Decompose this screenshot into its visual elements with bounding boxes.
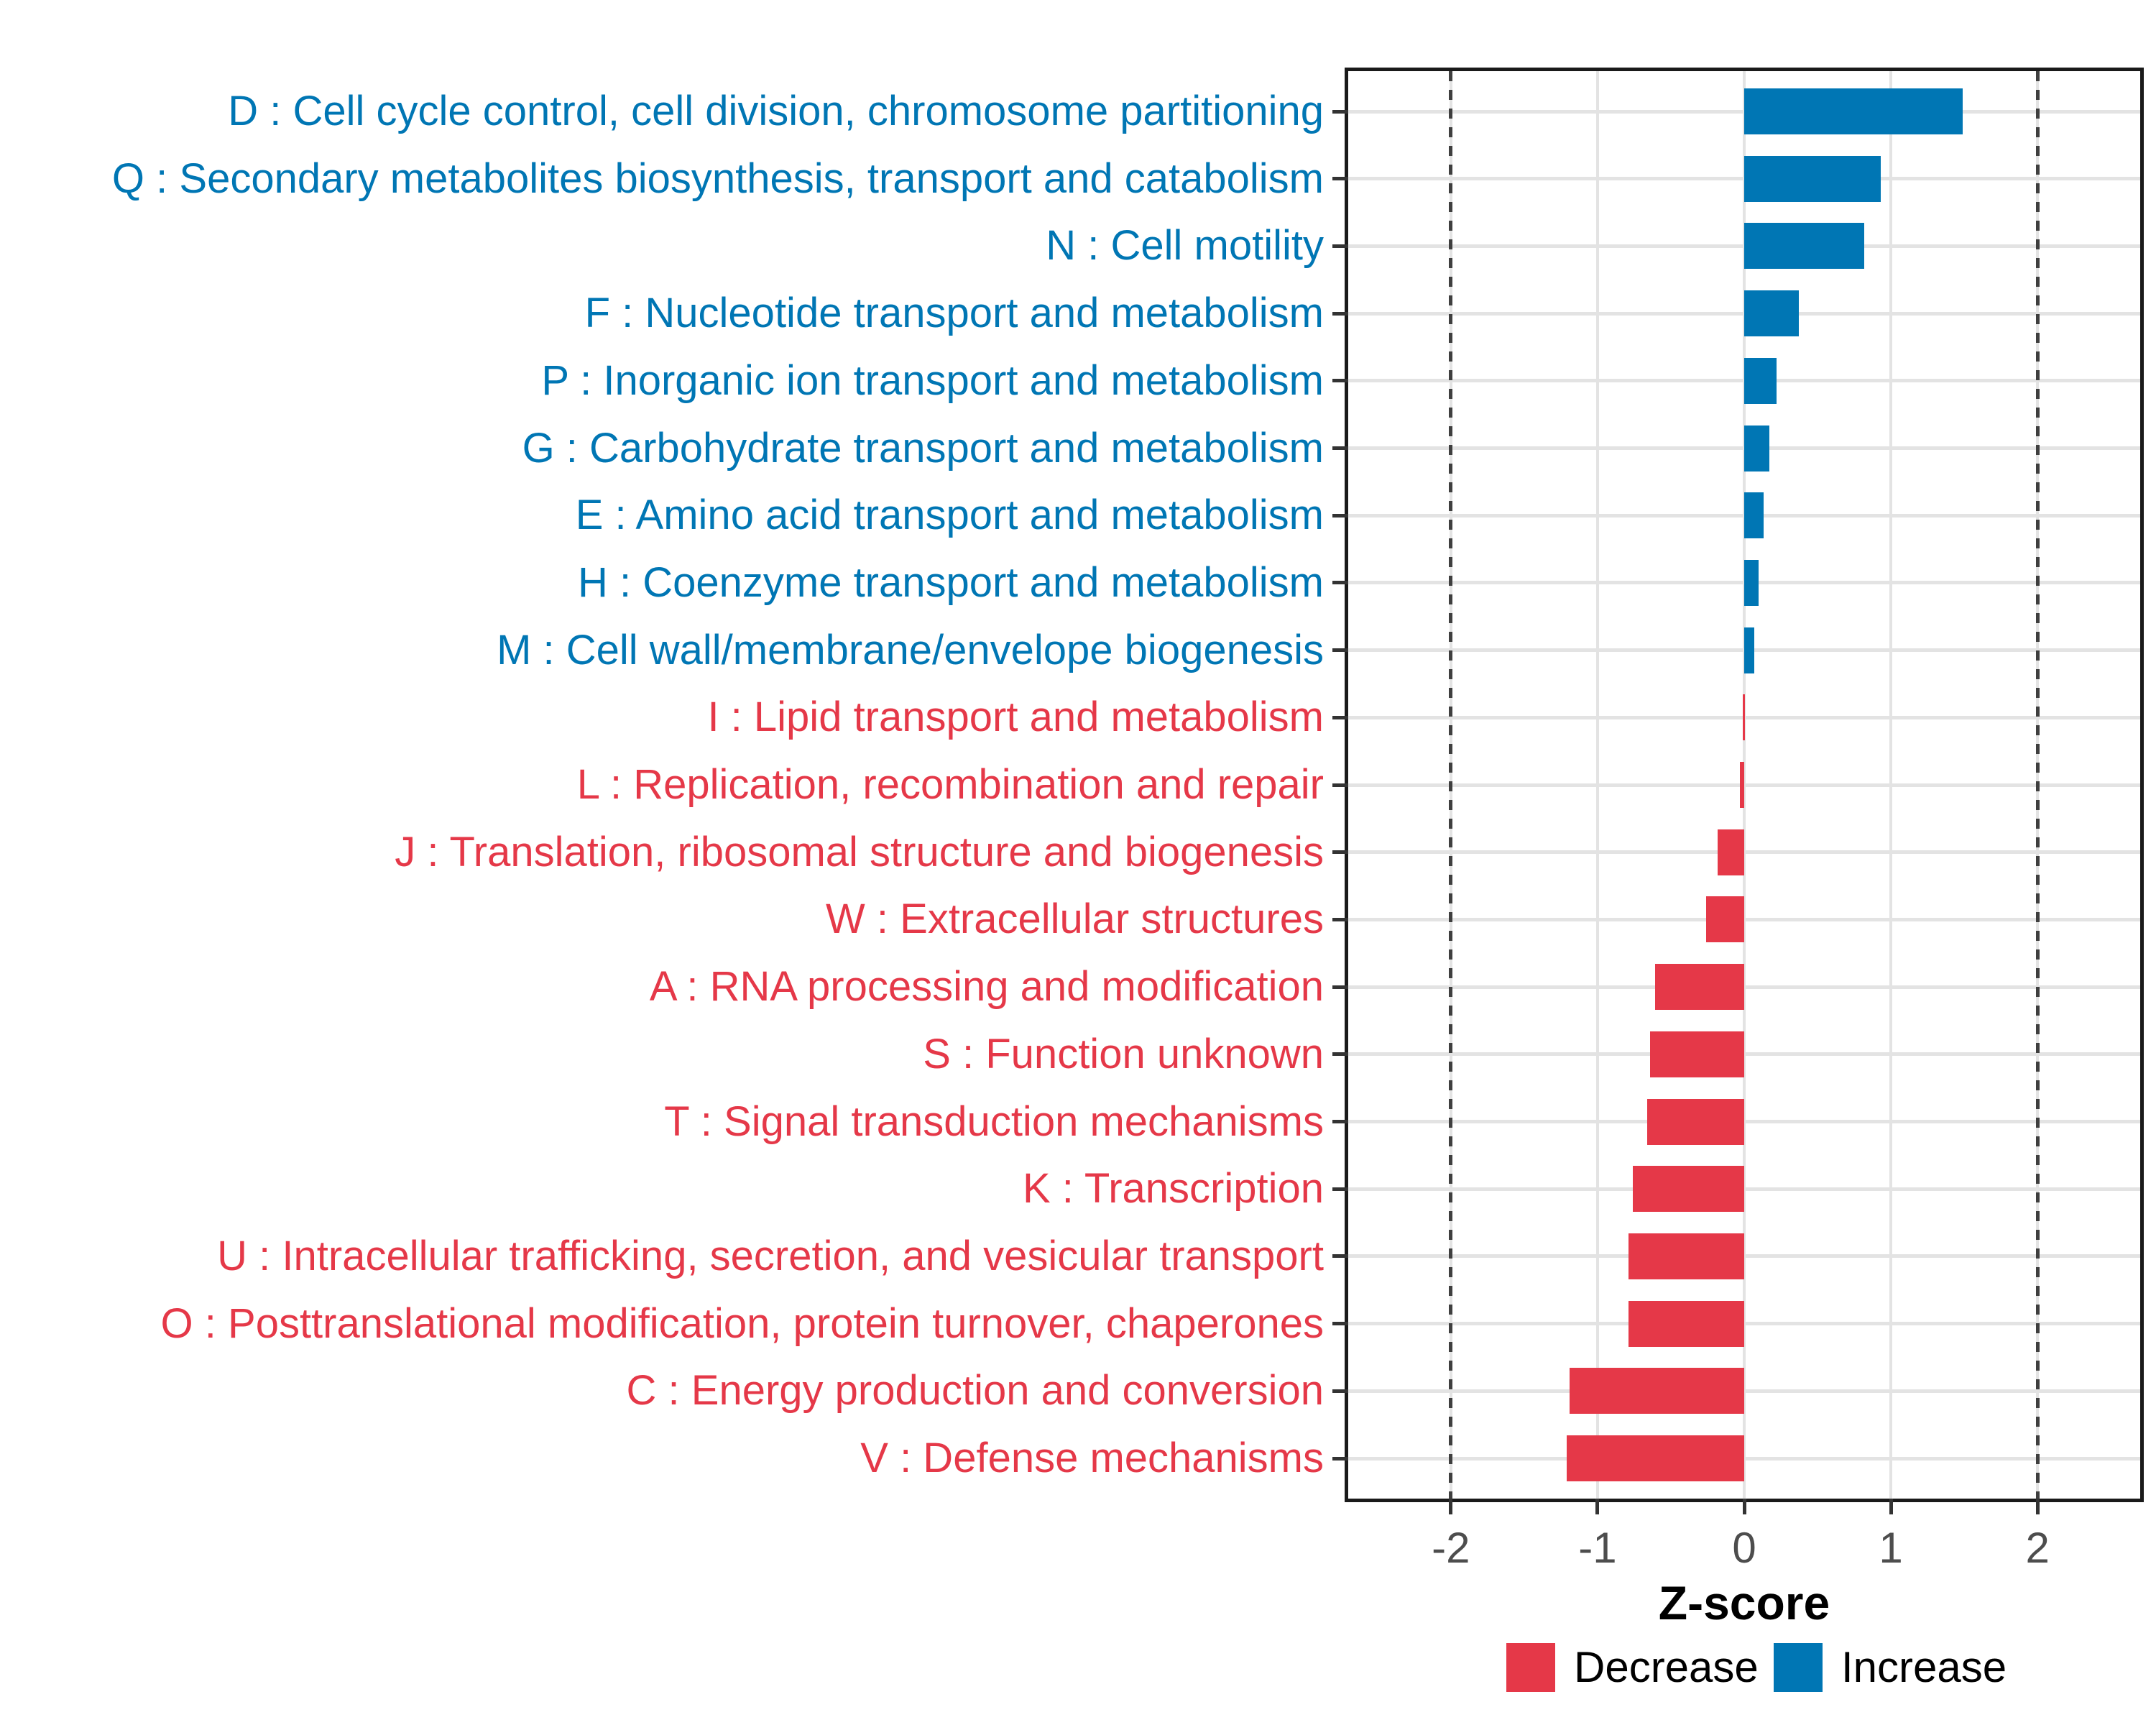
x-tick-label--2: -2 (1432, 1524, 1470, 1572)
legend-label-decrease: Decrease (1574, 1643, 1759, 1691)
y-label-F: F : Nucleotide transport and metabolism (584, 290, 1324, 337)
y-tick-V (1332, 1456, 1348, 1460)
y-tick-G (1332, 446, 1348, 450)
bar-O (1628, 1300, 1744, 1347)
y-tick-S (1332, 1052, 1348, 1057)
bar-A (1654, 964, 1744, 1011)
y-label-O: O : Posttranslational modification, prot… (160, 1300, 1324, 1347)
y-label-V: V : Defense mechanisms (860, 1435, 1324, 1481)
bar-L (1739, 762, 1744, 808)
x-tick-1 (1889, 1499, 1893, 1514)
y-label-H: H : Coenzyme transport and metabolism (578, 558, 1324, 606)
bar-E (1744, 492, 1764, 539)
y-tick-D (1332, 109, 1348, 114)
bar-C (1570, 1368, 1744, 1414)
y-label-P: P : Inorganic ion transport and metaboli… (541, 356, 1324, 404)
bar-D (1744, 88, 1963, 134)
bar-G (1744, 425, 1769, 472)
y-label-J: J : Translation, ribosomal structure and… (395, 828, 1324, 875)
y-label-D: D : Cell cycle control, cell division, c… (228, 88, 1324, 134)
bar-U (1628, 1233, 1744, 1279)
plot-panel (1345, 68, 2144, 1502)
x-tick--2 (1449, 1499, 1453, 1514)
y-tick-I (1332, 715, 1348, 719)
y-tick-M (1332, 648, 1348, 653)
bar-P (1744, 357, 1777, 404)
gridline-vertical-0 (1743, 71, 1746, 1499)
y-label-Q: Q : Secondary metabolites biosynthesis, … (111, 155, 1324, 202)
gridline-vertical-1 (1889, 71, 1893, 1499)
legend-key-decrease (1506, 1643, 1555, 1692)
y-tick-K (1332, 1187, 1348, 1191)
y-tick-N (1332, 244, 1348, 248)
y-tick-O (1332, 1322, 1348, 1326)
x-tick-2 (2035, 1499, 2040, 1514)
legend-label-increase: Increase (1841, 1643, 2007, 1691)
x-tick--1 (1595, 1499, 1600, 1514)
bar-N (1744, 223, 1865, 270)
y-label-L: L : Replication, recombination and repai… (576, 761, 1324, 808)
gridline-vertical--1 (1595, 71, 1599, 1499)
y-tick-U (1332, 1254, 1348, 1259)
bar-S (1650, 1031, 1744, 1077)
y-tick-P (1332, 379, 1348, 383)
y-label-N: N : Cell motility (1046, 222, 1324, 270)
y-tick-F (1332, 311, 1348, 316)
y-label-U: U : Intracellular trafficking, secretion… (217, 1232, 1324, 1279)
y-tick-J (1332, 850, 1348, 855)
y-tick-E (1332, 513, 1348, 518)
bar-J (1718, 829, 1744, 875)
y-label-S: S : Function unknown (923, 1030, 1324, 1077)
y-label-E: E : Amino acid transport and metabolism (575, 492, 1324, 539)
y-tick-C (1332, 1389, 1348, 1393)
x-tick-label--1: -1 (1578, 1524, 1617, 1572)
y-label-M: M : Cell wall/membrane/envelope biogenes… (497, 626, 1324, 673)
y-tick-A (1332, 985, 1348, 989)
y-tick-H (1332, 581, 1348, 585)
bar-M (1744, 627, 1755, 673)
y-tick-W (1332, 917, 1348, 921)
y-label-A: A : RNA processing and modification (649, 963, 1324, 1011)
y-label-C: C : Energy production and conversion (626, 1367, 1324, 1414)
y-label-T: T : Signal transduction mechanisms (664, 1098, 1324, 1145)
y-label-W: W : Extracellular structures (826, 896, 1324, 943)
reference-line-2 (2035, 71, 2040, 1499)
x-axis-title: Z-score (1658, 1576, 1830, 1629)
x-tick-label-1: 1 (1879, 1524, 1903, 1572)
bar-I (1742, 694, 1745, 741)
reference-line--2 (1449, 71, 1453, 1499)
y-label-G: G : Carbohydrate transport and metabolis… (522, 424, 1324, 472)
y-tick-L (1332, 783, 1348, 787)
bar-K (1632, 1166, 1744, 1213)
x-tick-label-0: 0 (1732, 1524, 1756, 1572)
y-tick-T (1332, 1120, 1348, 1123)
y-tick-Q (1332, 177, 1348, 181)
y-label-K: K : Transcription (1022, 1165, 1324, 1213)
legend-key-increase (1774, 1643, 1823, 1692)
bar-V (1567, 1435, 1744, 1481)
y-label-I: I : Lipid transport and metabolism (707, 694, 1324, 741)
bar-H (1744, 559, 1759, 606)
x-tick-label-2: 2 (2025, 1524, 2050, 1572)
bar-W (1705, 896, 1744, 943)
x-tick-0 (1742, 1499, 1746, 1514)
bar-T (1647, 1098, 1744, 1145)
bar-F (1744, 290, 1799, 337)
bar-Q (1744, 155, 1881, 202)
